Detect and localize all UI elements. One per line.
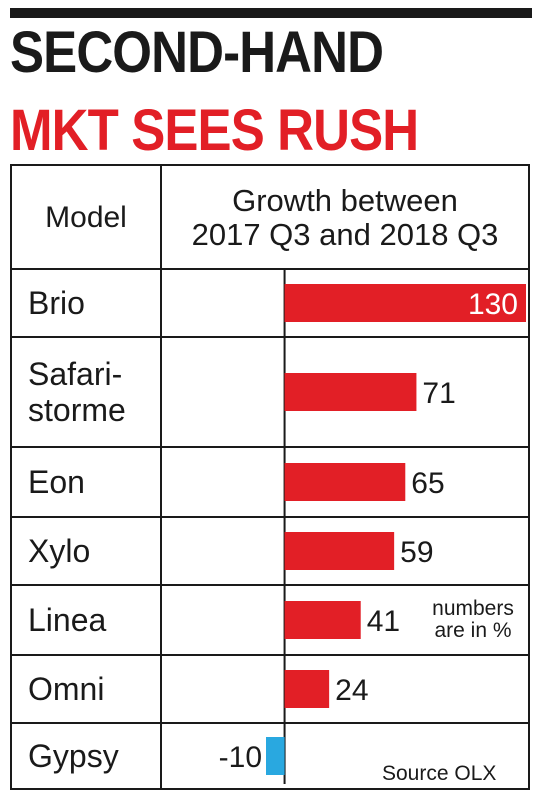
bar-safari-storme [284,373,417,411]
model-label-text: Safari- [28,356,123,392]
bar-value-label: 41 [367,605,400,638]
bar-brio [284,284,526,322]
units-note: numbers are in % [432,597,514,642]
bar-omni [284,670,330,708]
top-rule [10,8,532,18]
model-label-text: Eon [28,464,85,500]
bar-value-label: -10 [219,741,262,774]
column-divider [160,166,162,788]
model-label-text: Gypsy [28,738,119,774]
model-label-brio: Brio [28,270,85,336]
bar-value-label: 65 [411,467,444,500]
model-label-xylo: Xylo [28,518,90,584]
bar-value-label: 71 [422,377,455,410]
model-label-text: Linea [28,602,107,638]
growth-table: Model Growth between 2017 Q3 and 2018 Q3… [10,164,530,790]
source-credit: Source OLX [382,762,497,785]
bar-linea [284,601,361,639]
bar-gypsy [266,737,285,775]
model-label-gypsy: Gypsy [28,724,119,788]
bar-value-label: 59 [400,536,433,569]
row-divider [12,516,528,518]
row-divider [12,446,528,448]
growth-header-line-1: Growth between [232,183,458,218]
model-column-header: Model [45,201,127,234]
bar-eon [284,463,406,501]
bar-value-label: 130 [468,288,518,321]
bar-value-label: 24 [335,674,368,707]
row-divider [12,584,528,586]
headline-line-2: MKT SEES RUSH [10,98,419,163]
growth-column-header: Growth between 2017 Q3 and 2018 Q3 [162,166,528,270]
model-label-omni: Omni [28,656,104,722]
headline-line-1: SECOND-HAND [10,20,384,85]
row-divider [12,336,528,338]
model-label-text: Xylo [28,533,91,569]
model-label-linea: Linea [28,586,106,654]
model-label-text: storme [28,392,126,428]
model-label-eon: Eon [28,448,85,516]
model-label-safari-storme: Safari- storme [28,338,126,446]
model-label-text: Brio [28,285,85,321]
row-divider [12,722,528,724]
model-label-text: Omni [28,671,105,707]
growth-header-line-2: 2017 Q3 and 2018 Q3 [191,217,499,252]
row-divider [12,268,528,270]
row-divider [12,654,528,656]
bar-chart: 130 71 65 59 41 24 -10 [219,270,526,784]
bar-xylo [284,532,395,570]
